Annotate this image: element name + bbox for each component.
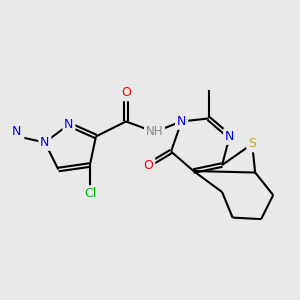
Text: O: O <box>144 158 153 172</box>
Text: N: N <box>40 136 50 149</box>
Text: N: N <box>13 130 22 143</box>
Text: Cl: Cl <box>84 187 96 200</box>
Text: O: O <box>121 86 131 99</box>
Text: S: S <box>248 137 256 151</box>
Text: N: N <box>12 125 21 139</box>
Text: N: N <box>177 115 186 128</box>
Text: N: N <box>225 130 234 143</box>
Text: NH: NH <box>146 125 163 139</box>
Text: N: N <box>64 118 74 131</box>
